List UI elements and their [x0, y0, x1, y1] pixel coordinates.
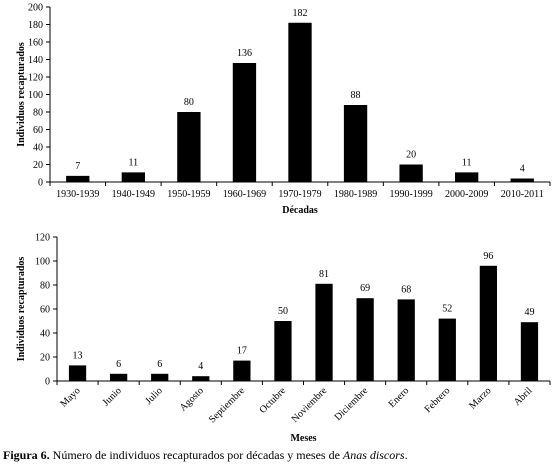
decades-data-label: 80 [184, 97, 194, 108]
months-y-tick-label: 80 [40, 281, 50, 292]
caption-label: Figura 6. [3, 448, 50, 462]
decades-x-axis-title: Décadas [282, 205, 318, 216]
decades-y-tick-label: 160 [28, 38, 43, 49]
decades-bar [399, 164, 423, 182]
decades-data-label: 20 [406, 150, 416, 161]
months-y-axis-title: Individuos recapturados [16, 257, 27, 362]
months-category-label: Marzo [467, 385, 493, 411]
decades-data-label: 4 [520, 164, 525, 175]
decades-data-label: 7 [75, 161, 80, 172]
months-bar [356, 298, 374, 381]
decades-data-label: 11 [462, 157, 472, 168]
months-y-tick-label: 40 [40, 329, 50, 340]
caption-end: . [404, 448, 408, 462]
decades-y-tick-label: 180 [28, 20, 43, 31]
months-y-tick-label: 60 [40, 305, 50, 316]
months-category-label: Noviembre [290, 385, 330, 425]
decades-bar [232, 63, 257, 182]
decades-y-axis-title: Individuos recapturados [16, 42, 27, 147]
decades-y-tick-label: 60 [33, 125, 43, 136]
decades-y-tick-label: 100 [28, 90, 43, 101]
months-category-label: Diciembre [333, 385, 371, 423]
chart-months: 0 20 40 60 80 100 120 13 Mayo 6 Junio 6 Julio 4 Agosto… [16, 233, 551, 444]
decades-category-label: 1930-1939 [56, 189, 99, 200]
decades-category-label: 1970-1979 [278, 189, 321, 200]
months-data-label: 52 [442, 304, 452, 315]
decades-bar [177, 112, 201, 182]
decades-y-tick-label: 140 [28, 55, 43, 66]
months-data-label: 49 [524, 307, 534, 318]
months-data-label: 68 [401, 284, 411, 295]
decades-category-label: 1940-1949 [112, 189, 155, 200]
decades-bar [288, 22, 312, 182]
decades-category-label: 2010-2011 [501, 189, 544, 200]
months-data-label: 96 [483, 251, 493, 262]
decades-y-tick-label: 80 [33, 108, 43, 119]
months-bar [192, 376, 210, 381]
months-category-label: Junio [101, 385, 124, 408]
decades-category-label: 1980-1989 [334, 189, 377, 200]
decades-data-label: 88 [351, 90, 361, 101]
months-data-label: 69 [360, 283, 370, 294]
months-bar [151, 373, 169, 381]
months-category-label: Febrero [423, 385, 453, 415]
decades-category-label: 1960-1969 [223, 189, 266, 200]
months-category-label: Mayo [58, 385, 82, 409]
months-bar [520, 322, 539, 381]
months-category-label: Julio [143, 385, 165, 407]
decades-bar [510, 178, 534, 182]
caption-species: Anas discors [342, 448, 405, 462]
decades-y-tick-label: 120 [28, 73, 43, 84]
figure-caption: Figura 6. Número de individuos recaptura… [3, 448, 408, 463]
months-y-tick-label: 20 [40, 353, 50, 364]
months-category-label: Enero [387, 385, 412, 410]
months-data-label: 17 [237, 346, 247, 357]
decades-y-tick-label: 20 [33, 160, 43, 171]
decades-data-label: 182 [293, 8, 308, 19]
months-y-tick-label: 120 [35, 233, 50, 244]
months-data-label: 6 [157, 359, 162, 370]
months-bar [274, 321, 292, 381]
months-bar [68, 365, 87, 381]
months-data-label: 13 [73, 350, 83, 361]
months-data-label: 6 [116, 359, 121, 370]
months-x-axis-title: Meses [290, 433, 316, 444]
decades-data-label: 11 [129, 157, 139, 168]
months-data-label: 81 [319, 269, 329, 280]
decades-y-tick-label: 200 [28, 3, 43, 14]
months-bar [438, 318, 456, 381]
decades-bar [66, 175, 90, 182]
months-category-label: Septiembre [207, 385, 247, 425]
decades-bar [343, 105, 368, 182]
months-data-label: 4 [198, 361, 203, 372]
months-y-tick-label: 100 [35, 257, 50, 268]
decades-category-label: 1990-1999 [389, 189, 432, 200]
caption-text: Número de individuos recapturados por dé… [49, 448, 343, 462]
decades-y-tick-label: 40 [33, 143, 43, 154]
months-bar [109, 373, 128, 381]
decades-bar [455, 172, 479, 182]
decades-y-tick-label: 0 [38, 178, 43, 189]
months-data-label: 50 [278, 306, 288, 317]
decades-category-label: 2000-2009 [445, 189, 488, 200]
months-bar [233, 360, 251, 381]
decades-category-label: 1950-1959 [167, 189, 210, 200]
months-bar [397, 299, 415, 381]
chart-decades: 0 20 40 60 80 100 120 140 160 180 200 7 1930-1939 11 1… [16, 3, 551, 216]
decades-bar [121, 172, 145, 182]
decades-data-label: 136 [237, 48, 252, 59]
months-category-label: Agosto [178, 385, 206, 413]
months-category-label: Abril [512, 385, 535, 408]
months-category-label: Octubre [258, 385, 289, 416]
months-y-tick-label: 0 [45, 377, 50, 388]
months-bar [315, 283, 333, 381]
months-bar [479, 265, 498, 381]
